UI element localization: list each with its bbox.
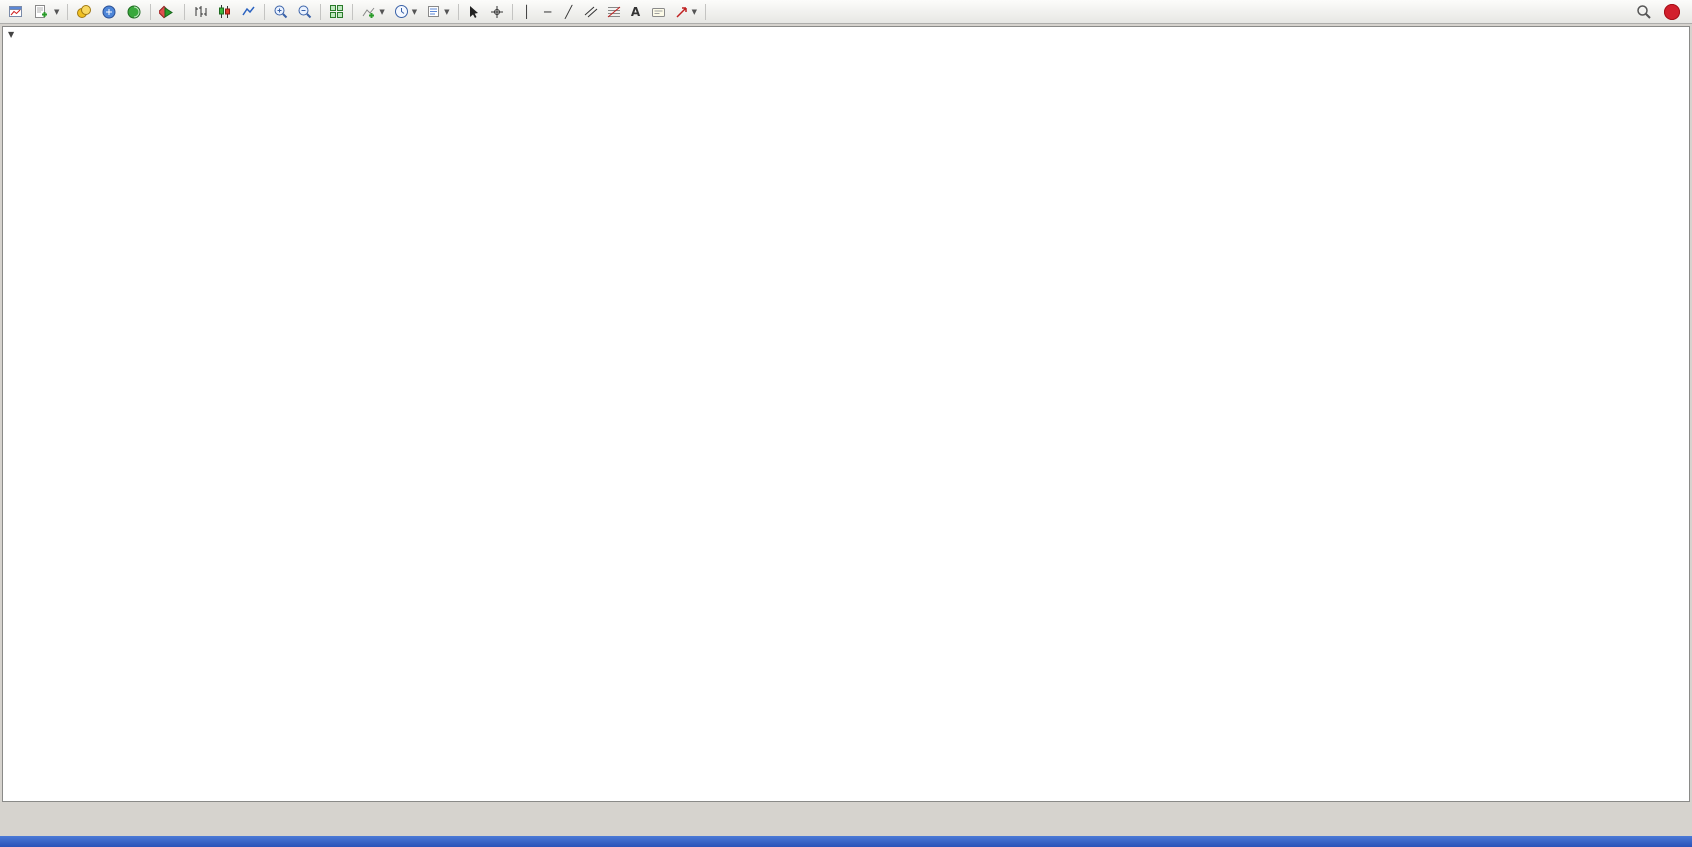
periods-caret-icon: ▼ bbox=[411, 7, 418, 16]
candlestick-chart-type-button[interactable] bbox=[213, 2, 236, 22]
toolbar-separator bbox=[184, 3, 186, 20]
cursor-icon bbox=[469, 5, 478, 18]
templates-caret-icon: ▼ bbox=[444, 7, 450, 16]
data-window-icon bbox=[102, 5, 116, 18]
text-button[interactable]: A bbox=[626, 2, 646, 22]
data-window-button[interactable] bbox=[97, 2, 121, 22]
toolbar-separator bbox=[457, 3, 459, 20]
line-chart-type-button[interactable] bbox=[237, 2, 260, 22]
horizontal-line-button[interactable]: ─ bbox=[538, 2, 558, 22]
toolbar-separator bbox=[704, 3, 706, 20]
price-chart-canvas[interactable] bbox=[3, 27, 1689, 801]
taskbar-strip bbox=[0, 836, 1692, 847]
channel-button[interactable] bbox=[580, 2, 602, 22]
zoom-in-button[interactable] bbox=[269, 2, 292, 22]
arrows-button[interactable]: ▼ bbox=[671, 2, 701, 22]
main-toolbar: ▼ bbox=[0, 0, 1692, 24]
candlestick-chart-icon bbox=[219, 5, 231, 18]
new-chart-icon bbox=[9, 5, 22, 17]
trendline-icon: ╱ bbox=[564, 4, 573, 19]
market-watch-button[interactable] bbox=[72, 2, 96, 22]
market-watch-icon bbox=[77, 4, 92, 18]
templates-icon bbox=[428, 6, 440, 17]
periods-button[interactable]: ▼ bbox=[390, 2, 421, 22]
bar-chart-icon bbox=[195, 6, 207, 17]
crosshair-icon bbox=[490, 5, 503, 18]
tile-windows-icon bbox=[330, 5, 344, 18]
indicators-icon bbox=[362, 7, 375, 18]
zoom-out-icon bbox=[298, 5, 312, 19]
navigator-button[interactable] bbox=[122, 2, 146, 22]
text-label-icon bbox=[651, 7, 665, 17]
toolbar-separator bbox=[67, 3, 69, 20]
line-chart-icon bbox=[242, 6, 255, 16]
auto-trading-icon bbox=[159, 5, 174, 18]
toolbar-separator bbox=[511, 3, 513, 20]
indicators-caret-icon: ▼ bbox=[379, 7, 385, 16]
toolbar-separator bbox=[150, 3, 152, 20]
clock-icon bbox=[394, 5, 408, 18]
auto-trading-button[interactable] bbox=[155, 2, 180, 22]
new-chart-button[interactable] bbox=[4, 2, 28, 22]
toolbar-separator bbox=[352, 3, 354, 20]
vertical-line-icon: │ bbox=[522, 4, 531, 19]
trendline-button[interactable]: ╱ bbox=[559, 2, 579, 22]
toolbar-right-group bbox=[1632, 2, 1688, 22]
channel-icon bbox=[584, 6, 597, 17]
zoom-out-button[interactable] bbox=[293, 2, 316, 22]
crosshair-button[interactable] bbox=[486, 2, 508, 22]
templates-button[interactable]: ▼ bbox=[422, 2, 453, 22]
horizontal-line-icon: ─ bbox=[543, 4, 552, 19]
cursor-button[interactable] bbox=[463, 2, 485, 22]
new-order-button[interactable]: ▼ bbox=[29, 2, 63, 22]
tile-windows-button[interactable] bbox=[325, 2, 348, 22]
indicators-button[interactable]: ▼ bbox=[357, 2, 388, 22]
arrows-icon bbox=[676, 6, 687, 18]
text-label-button[interactable] bbox=[647, 2, 670, 22]
vertical-line-button[interactable]: │ bbox=[517, 2, 537, 22]
chart-window-usdjpy: ▼ bbox=[2, 26, 1690, 802]
chart-header: ▼ bbox=[8, 30, 19, 39]
toolbar-separator bbox=[264, 3, 266, 20]
text-icon: A bbox=[630, 4, 641, 19]
fibonacci-icon bbox=[607, 6, 620, 17]
arrows-caret-icon: ▼ bbox=[691, 7, 697, 16]
toolbar-separator bbox=[320, 3, 322, 20]
one-click-trading-caret-icon[interactable]: ▼ bbox=[8, 30, 15, 39]
search-button[interactable] bbox=[1632, 2, 1656, 22]
bar-chart-type-button[interactable] bbox=[189, 2, 212, 22]
notification-badge[interactable] bbox=[1664, 3, 1680, 20]
fibonacci-button[interactable] bbox=[603, 2, 625, 22]
new-order-icon bbox=[35, 5, 47, 18]
zoom-in-icon bbox=[274, 5, 288, 19]
new-order-caret-icon: ▼ bbox=[54, 7, 60, 16]
search-icon bbox=[1637, 4, 1651, 19]
navigator-icon bbox=[127, 5, 141, 18]
